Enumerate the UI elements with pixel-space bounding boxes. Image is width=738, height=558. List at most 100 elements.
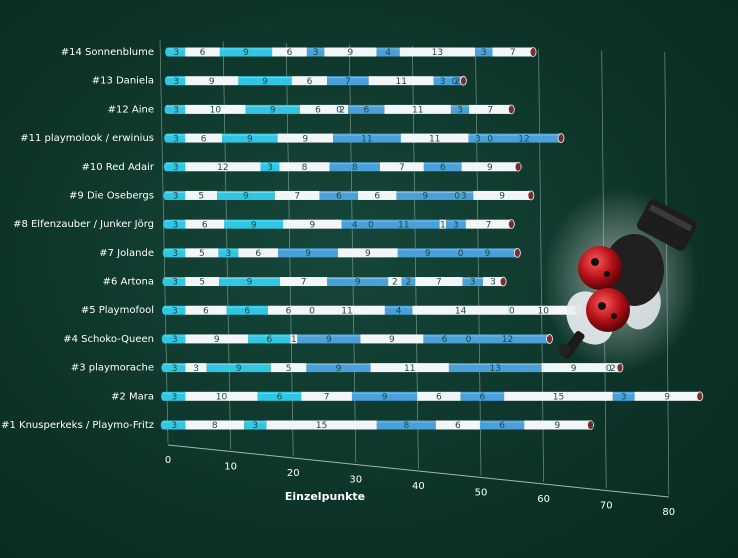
bar-segment bbox=[319, 190, 359, 200]
segment-value-label: 15 bbox=[553, 393, 564, 403]
bar-segment bbox=[185, 305, 227, 315]
segment-value-label: 3 bbox=[470, 278, 476, 288]
segment-value-label: 6 bbox=[286, 306, 292, 316]
bar-start-cap bbox=[162, 248, 168, 258]
x-tick-label: 10 bbox=[224, 462, 237, 473]
bar-segment bbox=[388, 277, 402, 287]
segment-value-label: 9 bbox=[305, 249, 311, 259]
segment-value-label: 6 bbox=[440, 163, 446, 173]
bar-end-cap bbox=[529, 47, 537, 57]
segment-value-label: 9 bbox=[571, 364, 577, 374]
bar-segment bbox=[397, 248, 458, 258]
bar-segment bbox=[185, 277, 220, 287]
x-tick-label: 60 bbox=[537, 494, 550, 505]
segment-value-label: 10 bbox=[216, 393, 228, 403]
bar-segment bbox=[299, 104, 337, 114]
category-label: #7 Jolande bbox=[99, 248, 154, 259]
bar-segment bbox=[185, 334, 249, 344]
bar-segment bbox=[248, 334, 291, 344]
segment-value-label: 9 bbox=[214, 335, 220, 345]
bar-segment bbox=[164, 305, 186, 315]
segment-value-label: 3 bbox=[172, 249, 178, 259]
bar-segment bbox=[338, 248, 398, 258]
segment-value-label: 2 bbox=[406, 278, 412, 288]
bar-segment bbox=[309, 305, 385, 315]
segment-value-label: 13 bbox=[490, 364, 501, 374]
segment-value-label: 6 bbox=[277, 393, 283, 403]
bar-segment bbox=[446, 219, 466, 229]
segment-value-label: 3 bbox=[173, 163, 179, 173]
segment-value-label: 9 bbox=[310, 220, 316, 230]
bar-segment bbox=[163, 363, 186, 373]
segment-value-label: 10 bbox=[538, 306, 550, 316]
bar-segment bbox=[166, 133, 186, 143]
grid-line bbox=[159, 39, 169, 444]
bar-segment bbox=[274, 190, 320, 200]
bar-end-cap bbox=[587, 420, 594, 430]
bar-segment bbox=[396, 190, 455, 200]
bar-segment bbox=[257, 391, 302, 401]
bar-segment bbox=[185, 47, 220, 57]
x-axis-line bbox=[167, 444, 669, 498]
x-tick-label: 0 bbox=[165, 455, 171, 466]
bar-segment bbox=[451, 76, 464, 86]
bar-end-cap bbox=[513, 247, 521, 258]
bar-segment bbox=[351, 391, 418, 401]
bar-segment bbox=[423, 162, 462, 172]
bar-segment bbox=[185, 76, 239, 86]
category-label: #5 Playmofool bbox=[81, 305, 154, 316]
segment-value-label: 9 bbox=[247, 134, 253, 144]
segment-value-label: 3 bbox=[313, 48, 319, 58]
segment-value-label: 3 bbox=[173, 77, 179, 87]
bar-segment bbox=[465, 219, 512, 229]
x-tick-label: 40 bbox=[412, 481, 425, 492]
bar-segment bbox=[376, 47, 400, 57]
bar-segment bbox=[185, 248, 219, 258]
bar-start-cap bbox=[164, 76, 170, 86]
segment-value-label: 3 bbox=[252, 421, 258, 431]
segment-value-label: 6 bbox=[499, 421, 505, 431]
segment-value-label: 3 bbox=[481, 48, 487, 58]
bar-segment bbox=[327, 76, 369, 86]
segment-value-label: 0 bbox=[458, 249, 464, 259]
segment-value-label: 4 bbox=[396, 306, 402, 316]
bar-segment bbox=[291, 76, 328, 86]
bar-segment bbox=[245, 104, 300, 114]
segment-value-label: 6 bbox=[336, 192, 342, 202]
segment-value-label: 6 bbox=[266, 335, 272, 345]
bar-segment bbox=[384, 104, 451, 114]
bar-start-cap bbox=[163, 219, 169, 229]
segment-value-label: 3 bbox=[172, 364, 178, 374]
bar-segment bbox=[306, 363, 371, 373]
bar-segment bbox=[244, 420, 267, 430]
bar-segment bbox=[448, 363, 542, 373]
bar-segment bbox=[165, 190, 186, 200]
bar-segment bbox=[163, 391, 186, 401]
segment-value-label: 13 bbox=[432, 48, 443, 58]
segment-value-label: 3 bbox=[193, 364, 199, 374]
bar-segment bbox=[306, 47, 325, 57]
bar-segment bbox=[475, 47, 493, 57]
bar-end-cap bbox=[514, 161, 522, 172]
bar-segment bbox=[260, 162, 280, 172]
bar-segment bbox=[297, 334, 361, 344]
x-tick-label: 80 bbox=[662, 507, 675, 518]
bar-segment bbox=[473, 190, 531, 200]
segment-value-label: 3 bbox=[226, 249, 232, 259]
segment-value-label: 3 bbox=[490, 278, 496, 288]
bar-segment bbox=[487, 133, 561, 143]
bar-segment bbox=[219, 277, 280, 287]
segment-value-label: 0 bbox=[368, 220, 374, 230]
segment-value-label: 3 bbox=[621, 393, 627, 403]
bar-start-cap bbox=[161, 391, 167, 401]
bar-segment bbox=[301, 391, 352, 401]
segment-value-label: 9 bbox=[664, 393, 670, 403]
category-label: #8 Elfenzauber / Junker Jörg bbox=[13, 219, 154, 230]
segment-value-label: 12 bbox=[502, 335, 513, 345]
segment-value-label: 9 bbox=[348, 48, 354, 58]
bar-segment bbox=[384, 305, 413, 315]
bar-segment bbox=[412, 305, 509, 315]
bar-segment bbox=[454, 190, 474, 200]
